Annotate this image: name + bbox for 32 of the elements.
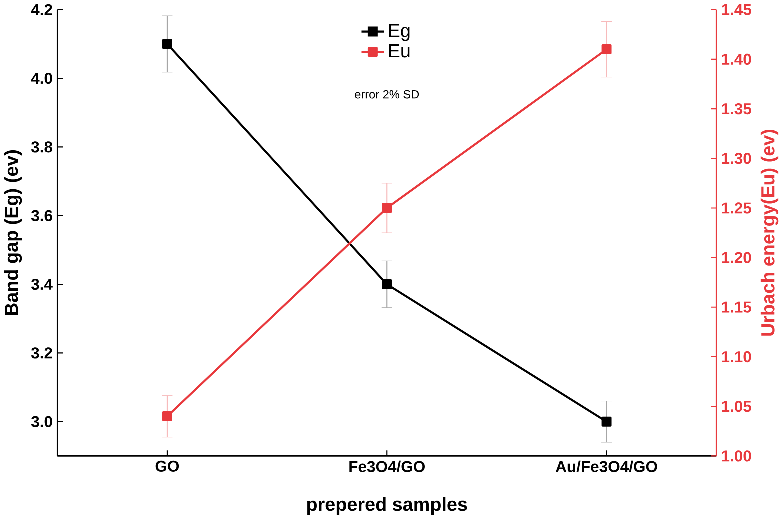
x-tick-label: Fe3O4/GO xyxy=(350,460,425,472)
y-tick-label: 3.0 xyxy=(31,416,52,428)
y2-tick-label: 1.15 xyxy=(722,302,752,313)
point xyxy=(382,203,392,214)
y-tick-label: 4.2 xyxy=(31,4,52,16)
y2-tick-label: 1.10 xyxy=(722,351,752,362)
y2-tick-label: 1.25 xyxy=(722,202,752,214)
y2-tick-label: 1.30 xyxy=(722,152,752,164)
y2-tick-label: 1.00 xyxy=(722,450,752,462)
annotation: error 2% SD xyxy=(355,90,420,99)
y-tick-label: 3.8 xyxy=(31,141,53,153)
y-tick-label: 3.4 xyxy=(31,278,53,290)
x-tick-label: GO xyxy=(156,460,180,472)
y-tick-label: 4.0 xyxy=(31,72,52,84)
y2-tick-label: 1.35 xyxy=(722,103,752,114)
point xyxy=(602,416,612,427)
y2-tick-label: 1.40 xyxy=(722,54,752,65)
x-axis-title: prepered samples xyxy=(307,497,468,515)
y-tick-label: 3.2 xyxy=(31,347,52,359)
point xyxy=(162,411,172,422)
y2-tick-label: 1.05 xyxy=(722,400,752,412)
y2-tick-label: 1.45 xyxy=(722,4,752,16)
x-tick-label: Au/Fe3O4/GO xyxy=(556,460,658,472)
point xyxy=(382,279,392,290)
y2-tick-label: 1.20 xyxy=(722,252,752,264)
point xyxy=(162,39,172,50)
y-axis-title: Band gap (Eg) (ev) xyxy=(4,150,22,316)
y-tick-label: 3.6 xyxy=(31,210,52,222)
legend-label: Eg xyxy=(389,24,410,42)
point xyxy=(602,44,612,54)
y2-axis-title: Urbach energy(Eu) (ev) xyxy=(760,130,779,336)
legend-label: Eu xyxy=(389,44,410,58)
